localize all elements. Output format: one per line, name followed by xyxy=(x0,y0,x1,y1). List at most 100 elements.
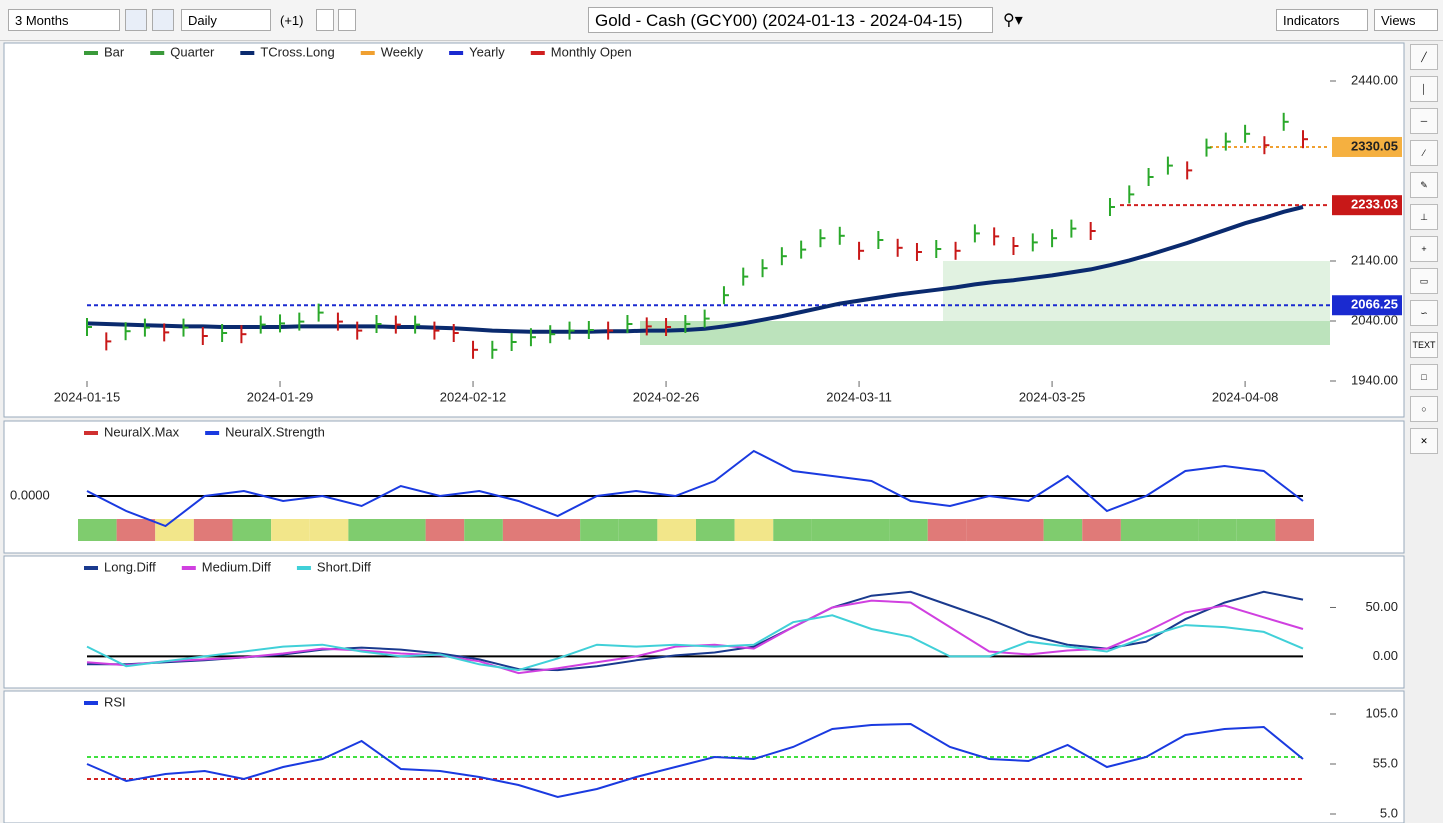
max-cell xyxy=(966,519,1005,541)
max-cell xyxy=(502,519,542,541)
y-tick-label: 0.00 xyxy=(1373,648,1398,663)
max-cell xyxy=(464,519,503,541)
symbol[interactable]: Gold - Cash (GCY00) (2024-01-13 - 2024-0… xyxy=(588,7,993,33)
y-tick-label: 105.0 xyxy=(1365,705,1398,720)
max-cell xyxy=(541,519,581,541)
legend-entry: Bar xyxy=(104,44,125,59)
tool-note[interactable]: ▭ xyxy=(1410,268,1438,294)
max-cell xyxy=(811,519,851,541)
max-cell xyxy=(1082,519,1121,541)
tool-ray[interactable]: ⁄ xyxy=(1410,140,1438,166)
tool-rect[interactable]: □ xyxy=(1410,364,1438,390)
max-cell xyxy=(889,519,928,541)
legend-entry: TCross.Long xyxy=(260,44,334,59)
max-cell xyxy=(734,519,774,541)
weekly-tag xyxy=(1332,136,1402,157)
x-tick-label: 2024-02-12 xyxy=(440,389,507,404)
max-cell xyxy=(425,519,465,541)
legend-swatch xyxy=(150,51,165,55)
max-cell xyxy=(618,519,658,541)
y-tick-label: 2140.00 xyxy=(1351,252,1398,267)
max-cell xyxy=(1198,519,1237,541)
monthly_open-tag xyxy=(1332,195,1402,216)
y-tick-label: 50.00 xyxy=(1365,599,1398,614)
max-cell xyxy=(1005,519,1044,541)
y-tick-label: 1940.00 xyxy=(1351,372,1398,387)
indicators-button[interactable]: Indicators xyxy=(1276,9,1368,31)
legend-entry: Quarter xyxy=(170,44,215,59)
legend-swatch xyxy=(296,566,311,570)
main-panel xyxy=(3,42,1405,418)
tool-text[interactable]: TEXT xyxy=(1410,332,1438,358)
legend-entry: Medium.Diff xyxy=(202,559,272,574)
offset-minus[interactable] xyxy=(338,9,356,31)
quarter-zone xyxy=(640,321,1330,345)
legend-swatch xyxy=(181,566,196,570)
zoom-out[interactable] xyxy=(152,9,174,31)
tool-cross[interactable]: + xyxy=(1410,236,1438,262)
max-cell xyxy=(271,519,310,541)
max-cell xyxy=(927,519,967,541)
charts: 2440.00 2140.00 2040.00 1940.00 2024-01-15 20… xyxy=(3,42,1405,823)
diff-line xyxy=(86,614,1304,672)
search[interactable]: ⚲▾ xyxy=(1003,12,1023,29)
tool-vline[interactable]: │ xyxy=(1410,76,1438,102)
max-cell xyxy=(78,519,117,541)
max-cell xyxy=(1275,519,1314,541)
zoom-in[interactable] xyxy=(125,9,147,31)
max-cell xyxy=(580,519,619,541)
max-cell xyxy=(116,519,156,541)
legend-entry: NeuralX.Max xyxy=(104,424,180,439)
weekly-label: 2330.05 xyxy=(1351,138,1398,153)
x-tick-label: 2024-03-11 xyxy=(826,389,892,404)
y-tick-label: 5.0 xyxy=(1380,805,1398,820)
legend-swatch xyxy=(205,431,220,435)
x-tick-label: 2024-01-29 xyxy=(247,389,314,404)
max-cell xyxy=(193,519,233,541)
legend-entry: Long.Diff xyxy=(104,559,156,574)
max-cell xyxy=(232,519,272,541)
offset: (+1) xyxy=(280,13,304,28)
legend-swatch xyxy=(84,51,98,55)
tool-fib[interactable]: ⊥ xyxy=(1410,204,1438,230)
tool-curve[interactable]: ∽ xyxy=(1410,300,1438,326)
y-tick-label: 2440.00 xyxy=(1351,72,1398,87)
max-cell xyxy=(1120,519,1160,541)
legend-swatch xyxy=(240,51,255,55)
max-cell xyxy=(850,519,890,541)
max-cell xyxy=(773,519,812,541)
yearly-label: 2066.25 xyxy=(1351,297,1398,312)
period-select[interactable]: 3 Months xyxy=(8,9,120,31)
interval-select[interactable]: Daily xyxy=(181,9,271,31)
max-cell xyxy=(657,519,696,541)
quarter-zone xyxy=(943,261,1330,321)
tool-brush[interactable]: ✎ xyxy=(1410,172,1438,198)
legend-entry: RSI xyxy=(104,694,126,709)
views-button[interactable]: Views xyxy=(1374,9,1438,31)
tool-circle[interactable]: ○ xyxy=(1410,396,1438,422)
y-tick-label: 2040.00 xyxy=(1351,312,1398,327)
tool-line[interactable]: ╱ xyxy=(1410,44,1438,70)
max-cell xyxy=(387,519,426,541)
legend-swatch xyxy=(449,51,464,55)
toolbar: 3 Months Daily (+1) Gold - Cash (GCY00) … xyxy=(0,0,1443,41)
max-cell xyxy=(696,519,735,541)
legend-entry: Monthly Open xyxy=(551,44,632,59)
max-cell xyxy=(1236,519,1276,541)
tcross-line xyxy=(86,205,1304,334)
max-cell xyxy=(155,519,194,541)
tool-delete[interactable]: ✕ xyxy=(1410,428,1438,454)
max-cell xyxy=(309,519,349,541)
x-tick-label: 2024-02-26 xyxy=(633,389,700,404)
max-cell xyxy=(348,519,387,541)
monthly_open-label: 2233.03 xyxy=(1351,197,1398,212)
y-tick-label: 0.0000 xyxy=(10,487,50,502)
x-tick-label: 2024-03-25 xyxy=(1019,389,1086,404)
legend-swatch xyxy=(84,431,98,435)
max-cell xyxy=(1159,519,1199,541)
offset-plus[interactable] xyxy=(316,9,334,31)
tool-hline[interactable]: ─ xyxy=(1410,108,1438,134)
legend-swatch xyxy=(84,701,98,705)
legend-entry: Short.Diff xyxy=(317,559,371,574)
